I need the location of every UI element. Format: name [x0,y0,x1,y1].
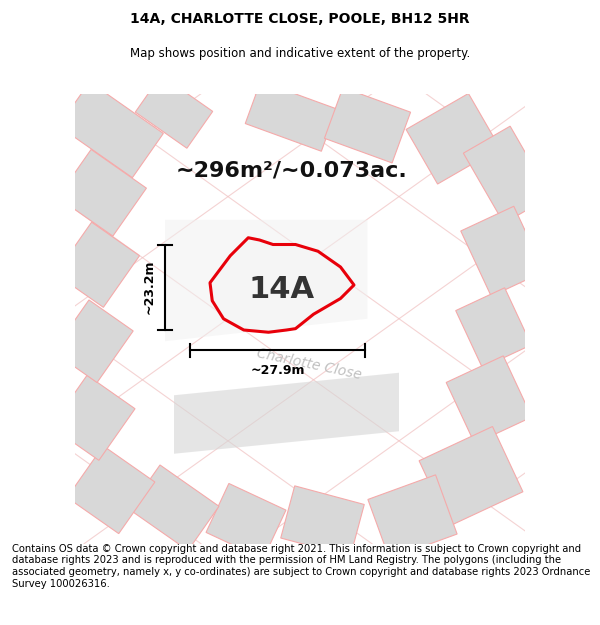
Polygon shape [129,465,219,551]
Text: 14A, CHARLOTTE CLOSE, POOLE, BH12 5HR: 14A, CHARLOTTE CLOSE, POOLE, BH12 5HR [130,12,470,26]
Polygon shape [281,486,364,557]
Polygon shape [245,81,337,151]
Polygon shape [53,300,133,382]
Polygon shape [135,75,213,148]
Polygon shape [463,126,551,223]
Polygon shape [59,82,163,178]
Polygon shape [325,88,410,163]
Text: ~27.9m: ~27.9m [250,364,305,377]
Polygon shape [461,206,544,296]
Polygon shape [51,375,135,461]
Text: 14A: 14A [249,275,315,304]
Polygon shape [406,94,500,184]
Polygon shape [58,149,146,236]
Polygon shape [67,446,155,534]
Text: ~23.2m: ~23.2m [143,260,156,314]
Polygon shape [165,220,367,341]
Polygon shape [456,288,531,368]
Text: Charlotte Close: Charlotte Close [255,346,363,382]
Text: Map shows position and indicative extent of the property.: Map shows position and indicative extent… [130,47,470,60]
Polygon shape [206,484,286,559]
Polygon shape [210,238,354,332]
Polygon shape [174,372,399,454]
Polygon shape [446,356,532,444]
Polygon shape [368,475,457,559]
Text: Contains OS data © Crown copyright and database right 2021. This information is : Contains OS data © Crown copyright and d… [12,544,590,589]
Polygon shape [55,222,140,308]
Polygon shape [419,426,523,526]
Text: ~296m²/~0.073ac.: ~296m²/~0.073ac. [175,160,407,180]
